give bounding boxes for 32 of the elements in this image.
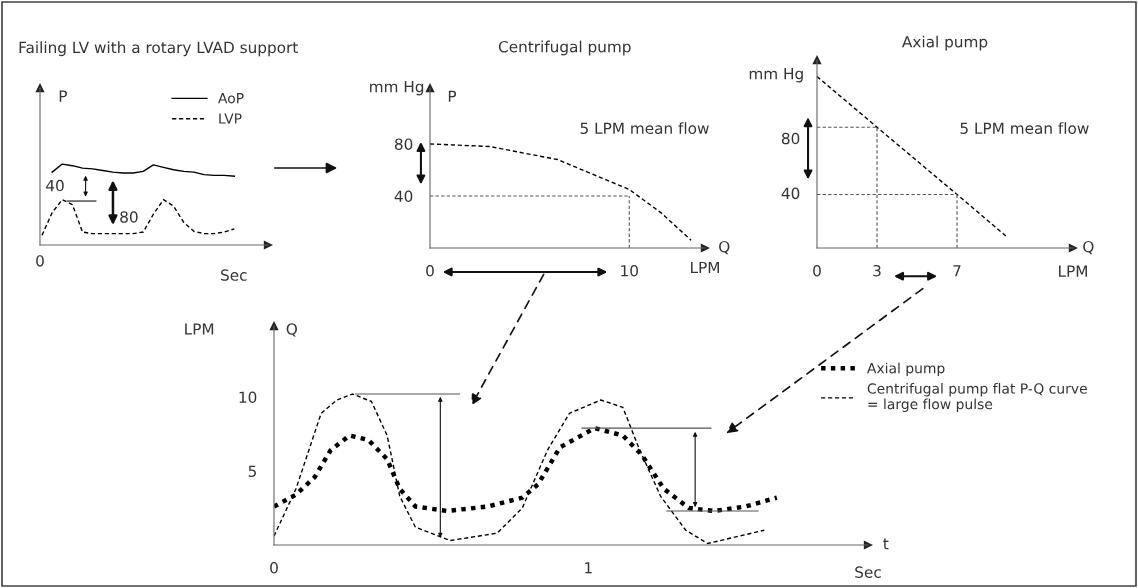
y-axis-title: mm Hg [370, 81, 424, 96]
annotation: 40 [46, 179, 64, 192]
x-axis-title: Sec [221, 269, 247, 281]
text: Q [1083, 240, 1094, 255]
text: t [883, 538, 889, 550]
chart-title: Failing LV with a rotary LVAD support [19, 41, 298, 57]
annotation: 80 [120, 211, 138, 223]
annotation: 5 LPM mean flow [960, 122, 1089, 134]
x-axis-title: LPM [691, 261, 719, 274]
x-tick-label: 3 [873, 264, 881, 277]
x-axis-title: LPM [1059, 265, 1087, 277]
annotation: 5 LPM mean flow [580, 122, 709, 135]
x-tick-label: 0 [426, 264, 434, 277]
text: Q [719, 240, 730, 255]
x-axis-title: Sec [855, 566, 881, 578]
y-tick-label: 5 [248, 465, 256, 478]
legend-label: AoP [218, 93, 244, 104]
x-tick-label: 7 [953, 265, 961, 277]
x-tick-label: 1 [585, 562, 592, 574]
x-tick-label: 10 [621, 264, 638, 277]
chart-title: Centrifugal pump [498, 40, 631, 56]
annotation: Q [286, 323, 297, 337]
text: 0 [36, 255, 44, 267]
legend-label: LVP [219, 113, 242, 124]
y-axis-title: P [59, 90, 67, 102]
x-tick-label: 0 [813, 264, 821, 277]
legend-label: Axial pump [867, 362, 945, 377]
annotation: P [448, 90, 457, 102]
y-axis-title: mm Hg [749, 68, 803, 83]
chart-title: Axial pump [902, 35, 988, 51]
y-axis-title: LPM [185, 323, 214, 335]
legend-label: Centrifugal pump flat P-Q curve = large flow pulse [867, 383, 1087, 413]
